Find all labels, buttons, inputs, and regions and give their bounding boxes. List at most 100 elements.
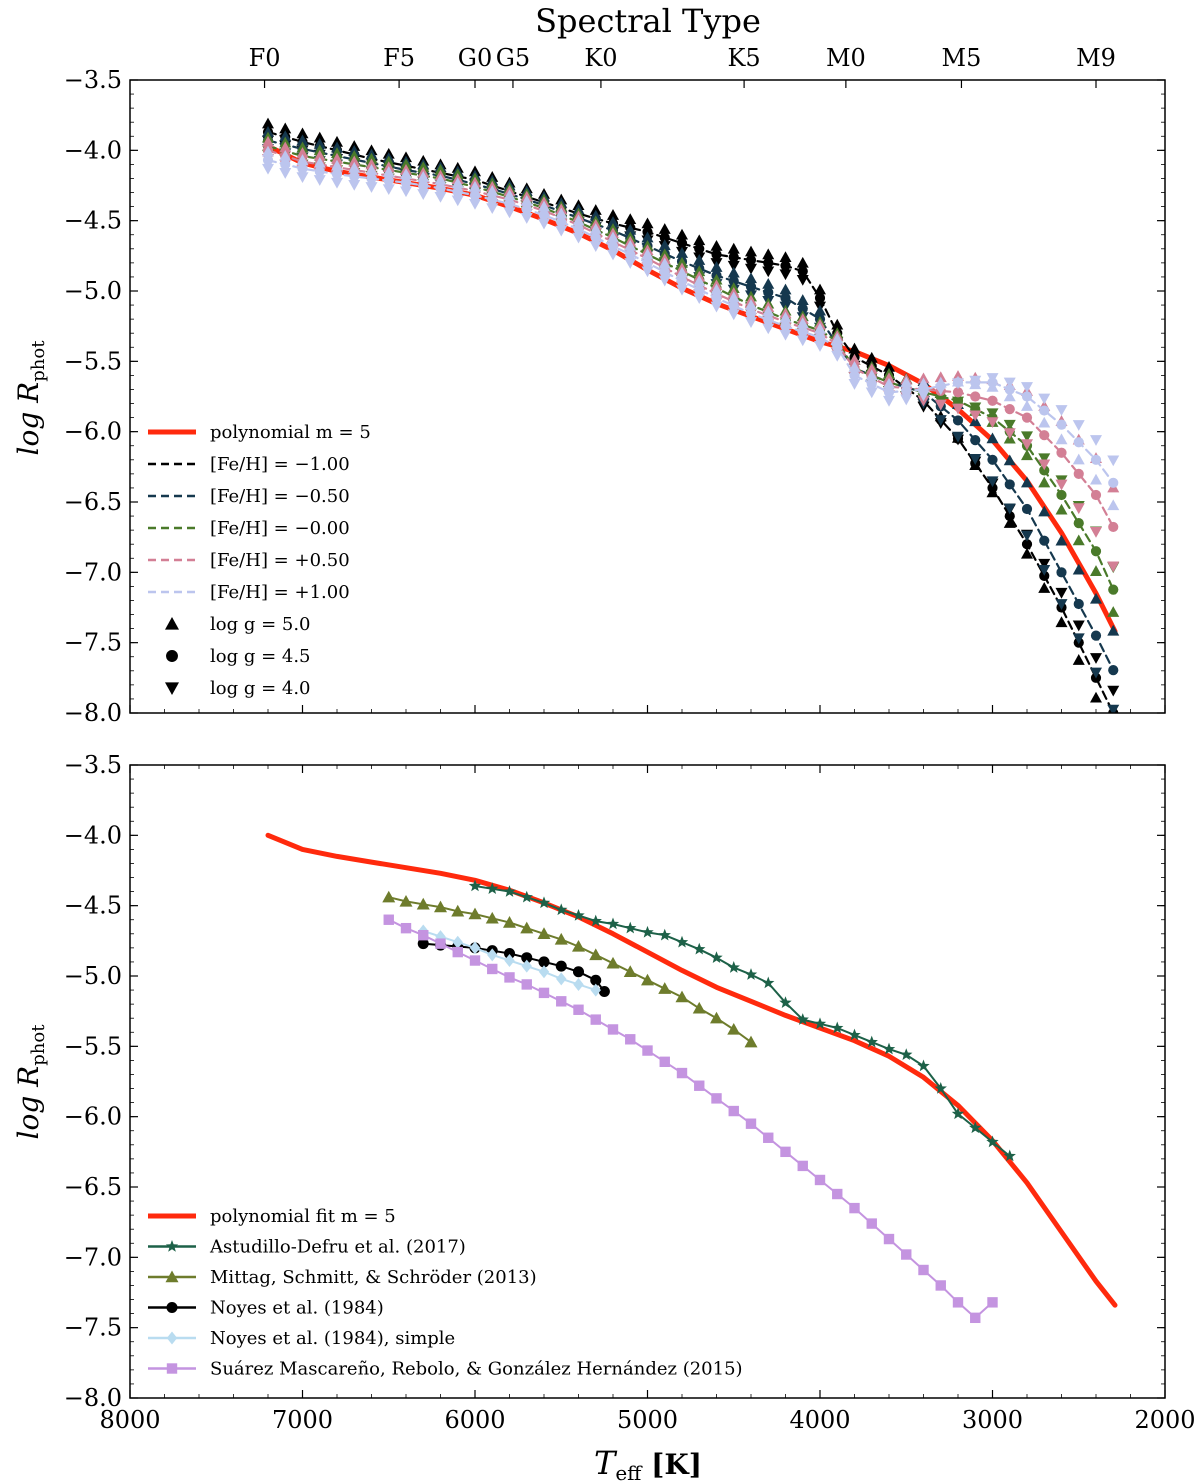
data-point bbox=[348, 149, 361, 161]
data-point bbox=[262, 117, 274, 129]
y-tick-label: −8.0 bbox=[64, 1384, 122, 1412]
series-noyes-et-al-1984-simple bbox=[418, 924, 601, 997]
data-point bbox=[986, 408, 999, 420]
data-point bbox=[882, 1042, 896, 1055]
data-point bbox=[659, 1056, 670, 1068]
x-axis-label: Teff [K] bbox=[594, 1444, 702, 1484]
data-point bbox=[1107, 704, 1120, 713]
series-line-fe-h-0-50 bbox=[266, 149, 1117, 532]
data-point bbox=[486, 882, 499, 895]
data-point bbox=[349, 171, 360, 182]
spectral-type-label: G0 bbox=[458, 44, 492, 72]
data-point bbox=[779, 283, 792, 295]
data-point bbox=[780, 292, 791, 304]
data-point bbox=[296, 147, 309, 158]
data-point bbox=[314, 166, 325, 177]
data-point bbox=[556, 972, 567, 986]
legend-label: Noyes et al. (1984) bbox=[210, 1298, 384, 1319]
spectral-type-label: G5 bbox=[496, 44, 530, 72]
data-point bbox=[434, 191, 447, 203]
data-point bbox=[573, 1004, 584, 1015]
data-point bbox=[865, 351, 878, 363]
data-point bbox=[1038, 505, 1051, 517]
data-point bbox=[987, 1297, 998, 1308]
top-axis-title: Spectral Type bbox=[535, 2, 761, 40]
series-fe-h-1-00 bbox=[262, 145, 1120, 511]
data-point bbox=[280, 159, 291, 170]
data-point bbox=[520, 921, 534, 934]
data-point bbox=[728, 1105, 739, 1117]
data-point bbox=[572, 214, 585, 226]
data-point bbox=[796, 1013, 809, 1025]
data-point bbox=[727, 1022, 741, 1035]
data-point bbox=[969, 375, 982, 387]
data-point bbox=[451, 195, 464, 207]
data-point bbox=[382, 184, 395, 196]
data-point bbox=[504, 198, 515, 209]
bottom-y-axis-subscript: phot bbox=[28, 1024, 49, 1066]
data-point bbox=[659, 266, 670, 278]
data-point bbox=[1003, 419, 1016, 431]
data-point bbox=[883, 360, 895, 372]
data-point bbox=[313, 144, 326, 156]
data-point bbox=[1003, 377, 1016, 389]
data-point bbox=[848, 353, 861, 365]
data-point bbox=[658, 257, 671, 269]
data-point bbox=[900, 1048, 913, 1061]
data-point bbox=[504, 972, 515, 983]
data-point bbox=[590, 1014, 601, 1025]
data-point bbox=[1021, 547, 1033, 559]
data-point bbox=[883, 377, 895, 389]
data-point bbox=[556, 216, 567, 228]
data-point bbox=[727, 242, 740, 254]
data-point bbox=[1055, 405, 1068, 416]
data-point bbox=[952, 415, 964, 426]
legend-marker bbox=[165, 1240, 179, 1252]
data-point bbox=[607, 240, 619, 252]
data-point bbox=[468, 907, 482, 920]
data-point bbox=[779, 311, 792, 323]
data-point bbox=[1039, 570, 1050, 581]
data-point bbox=[365, 182, 378, 193]
data-point bbox=[658, 275, 671, 287]
data-point bbox=[952, 370, 964, 381]
legend-label: [Fe/H] = −0.00 bbox=[210, 518, 350, 539]
data-point bbox=[710, 261, 723, 272]
data-point bbox=[762, 976, 775, 989]
data-point bbox=[624, 239, 637, 251]
legend-label: [Fe/H] = +1.00 bbox=[210, 582, 350, 603]
data-point bbox=[1073, 468, 1084, 479]
data-point bbox=[400, 922, 412, 934]
data-point bbox=[606, 917, 620, 930]
legend-marker bbox=[166, 1363, 178, 1374]
y-tick-label: −5.0 bbox=[64, 962, 122, 990]
spectral-type-label: F0 bbox=[249, 44, 281, 72]
data-point bbox=[624, 223, 637, 235]
data-point bbox=[780, 260, 791, 271]
data-point bbox=[1055, 503, 1068, 515]
data-point bbox=[469, 941, 481, 955]
data-point bbox=[676, 247, 688, 258]
data-point bbox=[1038, 582, 1051, 593]
data-point bbox=[451, 177, 464, 189]
y-tick-label: −4.0 bbox=[64, 821, 122, 849]
data-point bbox=[1107, 455, 1120, 467]
series-line-fe-h-0-00 bbox=[266, 145, 1117, 595]
data-point bbox=[814, 322, 826, 334]
data-point bbox=[727, 309, 740, 321]
data-point bbox=[641, 248, 654, 260]
data-point bbox=[1090, 653, 1102, 664]
data-point bbox=[589, 914, 602, 927]
data-point bbox=[452, 935, 463, 949]
data-point bbox=[986, 432, 999, 444]
y-tick-label: −6.5 bbox=[64, 1173, 122, 1201]
data-point bbox=[537, 927, 551, 939]
data-point bbox=[1021, 400, 1033, 411]
data-point bbox=[1056, 567, 1067, 578]
data-point bbox=[641, 925, 654, 938]
data-point bbox=[1055, 587, 1068, 599]
legend-label: log g = 4.5 bbox=[210, 646, 311, 667]
legend-label: [Fe/H] = +0.50 bbox=[210, 550, 350, 571]
data-point bbox=[779, 996, 792, 1008]
data-point bbox=[745, 272, 757, 284]
